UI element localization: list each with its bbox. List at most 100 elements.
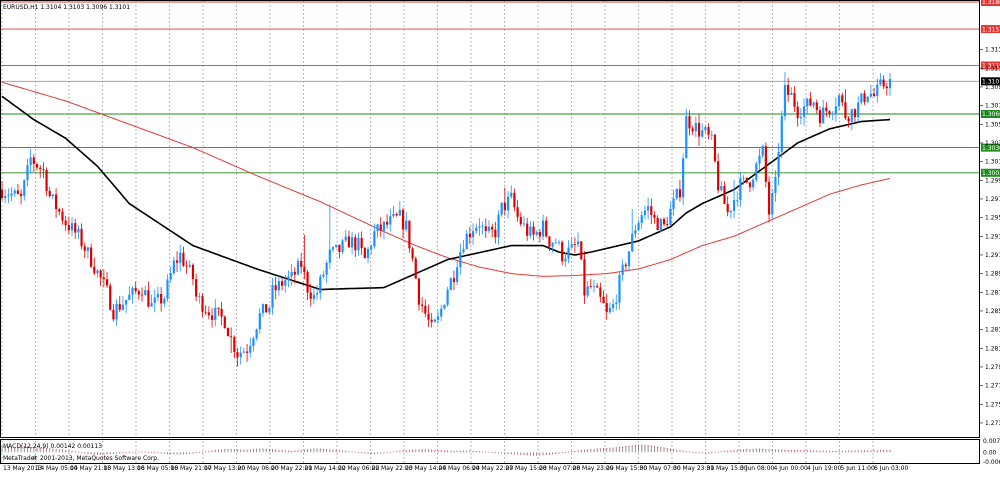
candle-body: [325, 262, 328, 275]
macd-signal-dot: [653, 446, 655, 448]
candle-body: [882, 79, 885, 87]
candle-body: [379, 224, 382, 231]
time-tick-label: 4 Jun 00:00: [774, 465, 808, 472]
candle-body: [296, 260, 300, 275]
candle-body: [109, 285, 112, 310]
macd-signal-dot: [669, 448, 671, 450]
time-tick-label: 29 May 15:00: [606, 465, 647, 472]
candle-body: [522, 223, 526, 225]
macd-signal-dot: [682, 450, 684, 452]
candle-body: [322, 274, 325, 277]
candle-body: [449, 278, 452, 291]
macd-signal-dot: [469, 450, 471, 452]
app-name: MetaTrader: [3, 455, 37, 462]
candle-body: [589, 286, 592, 288]
candle-body: [408, 220, 411, 249]
macd-signal-dot: [131, 451, 133, 453]
macd-signal-dot: [574, 450, 576, 452]
macd-signal-dot: [650, 445, 652, 447]
candle-body: [90, 247, 93, 267]
candle-body: [150, 303, 153, 307]
macd-signal-dot: [822, 450, 824, 452]
macd-signal-dot: [797, 450, 799, 452]
candle-body: [624, 264, 627, 267]
candle-body: [822, 107, 825, 124]
macd-signal-dot: [262, 448, 264, 450]
candle-body: [220, 308, 223, 317]
candle-body: [688, 116, 691, 129]
candle-body: [188, 264, 191, 267]
macd-signal-dot: [593, 448, 595, 450]
candle-body: [662, 219, 666, 225]
macd-signal-dot: [23, 446, 25, 448]
macd-signal-dot: [501, 452, 503, 454]
candle-body: [787, 84, 790, 95]
candle-body: [742, 177, 745, 179]
candle-body: [287, 276, 290, 281]
candle-body: [576, 241, 580, 245]
macd-signal-dot: [81, 452, 83, 454]
candle-body: [691, 128, 694, 132]
time-tick-label: 20 May 06:00: [238, 465, 279, 472]
candle-body: [125, 299, 128, 305]
macd-signal-dot: [90, 453, 92, 455]
macd-signal-dot: [485, 451, 487, 453]
macd-signal-dot: [478, 451, 480, 453]
candle-body: [265, 304, 268, 313]
macd-signal-dot: [494, 452, 496, 454]
price-tick-label: 1.2895: [985, 271, 1000, 278]
candle-body: [261, 304, 265, 314]
macd-signal-dot: [1, 446, 3, 448]
price-tick-label: 1.3075: [985, 103, 1000, 110]
candle-body: [567, 247, 570, 259]
macd-signal-dot: [625, 446, 627, 448]
candle-body: [545, 220, 548, 237]
candle-body: [386, 221, 389, 225]
candle-body: [710, 134, 713, 136]
level-tag-label: 1.3003: [982, 170, 1000, 177]
macd-signal-dot: [864, 450, 866, 452]
macd-signal-dot: [87, 452, 89, 454]
candle-body: [35, 163, 39, 168]
candle-body: [529, 226, 532, 236]
candle-body: [860, 93, 863, 103]
macd-signal-dot: [437, 450, 439, 452]
macd-signal-dot: [195, 452, 197, 454]
macd-signal-dot: [472, 450, 474, 452]
candle-body: [112, 309, 115, 320]
candle-body: [739, 178, 742, 200]
macd-signal-dot: [58, 449, 60, 451]
candle-body: [736, 199, 739, 201]
time-tick-label: 31 May 15:00: [707, 465, 748, 472]
macd-signal-dot: [450, 450, 452, 452]
candle-body: [4, 196, 7, 198]
candles-layer: [0, 72, 892, 367]
candle-body: [564, 258, 567, 262]
macd-signal-dot: [205, 451, 207, 453]
candle-body: [596, 286, 599, 288]
candle-body: [160, 293, 163, 304]
moving-averages: [1, 81, 891, 291]
macd-signal-dot: [883, 450, 885, 452]
candle-body: [666, 224, 669, 226]
macd-signal-dot: [698, 452, 700, 454]
macd-signal-dot: [618, 447, 620, 449]
macd-signal-dot: [84, 452, 86, 454]
candle-body: [513, 192, 516, 208]
macd-signal-dot: [74, 451, 76, 453]
candle-body: [841, 95, 844, 103]
price-tick-label: 1.3135: [985, 47, 1000, 54]
candle-body: [516, 207, 519, 217]
macd-signal-dot: [577, 450, 579, 452]
macd-signal-dot: [221, 449, 223, 451]
macd-signal-dot: [386, 452, 388, 454]
chart-title: EURUSD,H1 1.3104 1.3103 1.3096 1.3101: [3, 4, 130, 11]
price-tick-label: 1.2735: [985, 420, 1000, 427]
candle-body: [586, 286, 589, 296]
candle-body: [70, 223, 74, 231]
macd-signal-dot: [182, 453, 184, 455]
candle-body: [26, 165, 29, 181]
macd-signal-dot: [396, 451, 398, 453]
